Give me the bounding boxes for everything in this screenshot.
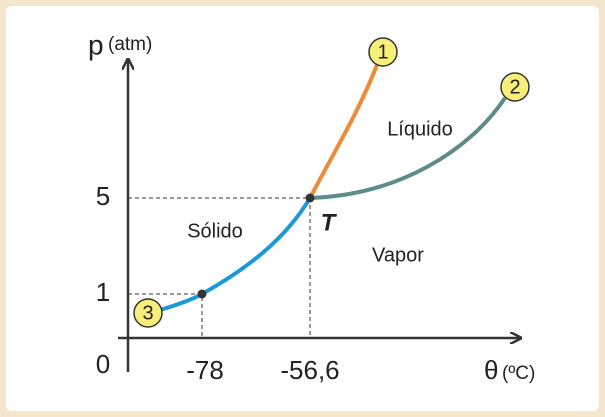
triple-point: [305, 193, 315, 203]
region-label: Vapor: [372, 244, 424, 266]
y-tick-label: 1: [96, 277, 110, 307]
x-axis-label: θ: [484, 355, 498, 385]
curve-marker: [368, 37, 398, 67]
x-axis-unit: (ºC): [502, 363, 535, 384]
y-axis-unit: (atm): [108, 34, 152, 55]
fusion-curve: [308, 61, 380, 199]
x-tick-label: -56,6: [280, 355, 339, 385]
curve-marker: [500, 72, 530, 102]
curve-number: 2: [509, 76, 520, 98]
point: [197, 289, 207, 299]
x-tick-label: -78: [186, 355, 224, 385]
region-label: Sólido: [187, 220, 243, 242]
vaporization-curve: [309, 96, 507, 200]
curve-marker: [133, 298, 163, 328]
y-tick-label: 5: [96, 181, 110, 211]
region-label: Líquido: [387, 118, 453, 140]
triple-point-label: T: [321, 209, 338, 236]
sublimation-curve: [159, 196, 312, 312]
curve-number: 1: [377, 41, 388, 63]
curve-number: 3: [142, 302, 153, 324]
origin-label: 0: [96, 349, 110, 379]
y-axis-label: p: [88, 29, 104, 60]
